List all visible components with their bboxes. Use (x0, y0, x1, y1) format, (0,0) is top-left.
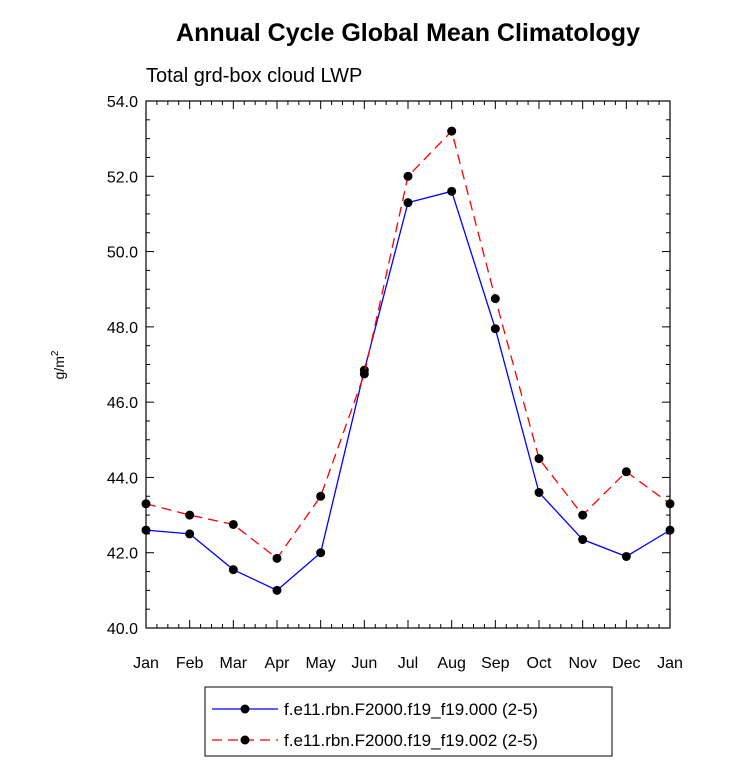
series-1-point (228, 565, 238, 575)
x-tick-label: Jan (657, 655, 683, 672)
axes: 40.0 42.0 44.0 46.0 48.0 50.0 52.0 54.0 Jan Feb Ma… (107, 94, 683, 672)
series-2-point (141, 499, 151, 509)
legend-label-2: f.e11.rbn.F2000.f19_f19.002 (2-5) (284, 731, 538, 750)
x-tick-label: Apr (265, 655, 291, 672)
series-2-point (578, 510, 588, 520)
x-tick-label: Mar (220, 655, 248, 672)
series-2-point (534, 454, 544, 464)
y-tick-label: 42.0 (107, 546, 138, 563)
series-2-point (490, 294, 500, 304)
y-tick-label: 48.0 (107, 320, 138, 337)
series-1-point (621, 551, 631, 561)
series-1-point (272, 585, 282, 595)
series-2-point (316, 491, 326, 501)
series-1-point (403, 198, 413, 208)
chart-subtitle: Total grd-box cloud LWP (146, 65, 362, 87)
y-axis-label-text: g/m (51, 356, 67, 379)
x-tick-label: Jul (398, 655, 418, 672)
x-tick-label: Dec (612, 655, 640, 672)
y-tick-label: 54.0 (107, 94, 138, 111)
legend-marker-2 (240, 735, 250, 745)
series-1-point (447, 186, 457, 196)
y-axis-label-superscript: 2 (50, 350, 61, 356)
x-tick-label: May (306, 655, 336, 672)
legend-box (204, 686, 613, 757)
series-1-point (185, 529, 195, 539)
series-2-point (621, 467, 631, 477)
y-tick-label: 40.0 (107, 621, 138, 638)
series-line-2 (145, 129, 671, 560)
legend-label-1: f.e11.rbn.F2000.f19_f19.000 (2-5) (284, 700, 538, 719)
y-tick-label: 52.0 (107, 169, 138, 186)
series-2-point (185, 510, 195, 520)
series-1-point (534, 487, 544, 497)
series-2-point (272, 553, 282, 563)
x-tick-label: Sep (481, 655, 510, 672)
series-1-point (665, 525, 675, 535)
series-2-point (359, 369, 369, 379)
series-2-point (403, 171, 413, 181)
x-tick-label: Aug (437, 655, 465, 672)
legend-marker-1 (240, 704, 250, 714)
series-2-point (665, 499, 675, 509)
y-tick-label: 50.0 (107, 245, 138, 262)
series-line-1 (145, 190, 671, 592)
series-group (141, 126, 675, 595)
y-tick-label: 44.0 (107, 470, 138, 487)
x-tick-label: Jun (351, 655, 377, 672)
x-tick-label: Feb (176, 655, 204, 672)
series-1-point (141, 525, 151, 535)
x-tick-label: Jan (133, 655, 159, 672)
series-1-point (316, 548, 326, 558)
series-1-point (490, 324, 500, 334)
y-tick-label: 46.0 (107, 395, 138, 412)
y-axis-label: g/m2 (50, 350, 67, 379)
series-2-point (228, 519, 238, 529)
legend: f.e11.rbn.F2000.f19_f19.000 (2-5) f.e11.r… (204, 686, 613, 757)
series-2-point (447, 126, 457, 136)
x-tick-label: Oct (527, 655, 552, 672)
series-1-point (578, 535, 588, 545)
x-tick-label: Nov (568, 655, 596, 672)
chart-title: Annual Cycle Global Mean Climatology (176, 19, 640, 47)
